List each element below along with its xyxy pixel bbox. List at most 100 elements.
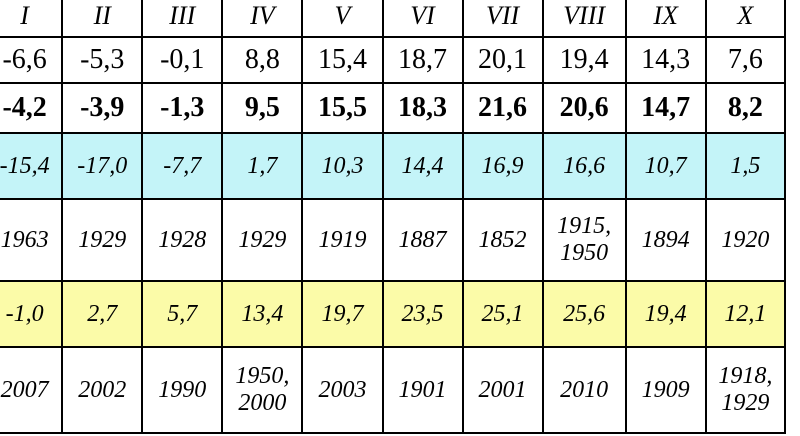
table-cell: -3,9 bbox=[61, 82, 144, 134]
cell-line: 2001 bbox=[478, 376, 527, 403]
table-cell: 2002 bbox=[61, 346, 144, 434]
cell-line: 2007 bbox=[0, 376, 49, 403]
table-cell: 12,1 bbox=[704, 280, 787, 348]
table-cell: 14,7 bbox=[624, 82, 707, 134]
absolute-max-year-row: 2007 2002 1990 1950, 2000 2003 1901 2001 2010 190… bbox=[0, 346, 787, 434]
table-cell: 1852 bbox=[461, 198, 544, 282]
month-header-cell: VII bbox=[461, 0, 544, 38]
table-cell: -17,0 bbox=[61, 132, 144, 200]
table-cell: 8,2 bbox=[704, 82, 787, 134]
table-cell: 1918, 1929 bbox=[704, 346, 787, 434]
month-header-cell: V bbox=[301, 0, 384, 38]
cell-line: 1915, bbox=[557, 213, 612, 239]
absolute-min-row: -15,4 -17,0 -7,7 1,7 10,3 14,4 16,9 16,6 10,7 1,5 bbox=[0, 132, 787, 200]
cell-line: 1852 bbox=[478, 226, 527, 253]
cell-line: 1919 bbox=[318, 226, 367, 253]
table-cell: -0,1 bbox=[141, 36, 224, 84]
table-cell: 2010 bbox=[541, 346, 627, 434]
cell-line: 1901 bbox=[398, 376, 447, 403]
table-cell: 2,7 bbox=[61, 280, 144, 348]
table-cell: 1920 bbox=[704, 198, 787, 282]
table-cell: 16,9 bbox=[461, 132, 544, 200]
table-cell: -1,0 bbox=[0, 280, 64, 348]
cell-line: 1920 bbox=[721, 226, 770, 253]
month-header-cell: I bbox=[0, 0, 64, 38]
table-cell: 7,6 bbox=[704, 36, 787, 84]
table-cell: 14,4 bbox=[381, 132, 464, 200]
cell-line: 1950, bbox=[235, 363, 290, 389]
cell-line: 1963 bbox=[0, 226, 49, 253]
cell-line: 2003 bbox=[318, 376, 367, 403]
month-header-cell: IV bbox=[221, 0, 304, 38]
table-cell: 1950, 2000 bbox=[221, 346, 304, 434]
table-cell: 13,4 bbox=[221, 280, 304, 348]
table-cell: -7,7 bbox=[141, 132, 224, 200]
table-cell: 10,3 bbox=[301, 132, 384, 200]
cell-line: 1990 bbox=[158, 376, 207, 403]
month-header-cell: X bbox=[704, 0, 787, 38]
table-cell: 20,1 bbox=[461, 36, 544, 84]
cell-line: 2002 bbox=[78, 376, 127, 403]
table-cell: 19,4 bbox=[624, 280, 707, 348]
cell-line: 1929 bbox=[721, 390, 770, 416]
table-cell: 1929 bbox=[221, 198, 304, 282]
table-cell: 10,7 bbox=[624, 132, 707, 200]
table-cell: 15,4 bbox=[301, 36, 384, 84]
month-header-cell: III bbox=[141, 0, 224, 38]
cell-line: 1950 bbox=[560, 240, 609, 266]
table-cell: 1,5 bbox=[704, 132, 787, 200]
table-cell: 19,4 bbox=[541, 36, 627, 84]
table-cell: 14,3 bbox=[624, 36, 707, 84]
table-cell: 9,5 bbox=[221, 82, 304, 134]
cell-line: 1894 bbox=[641, 226, 690, 253]
table-cell: 23,5 bbox=[381, 280, 464, 348]
table-cell: 25,1 bbox=[461, 280, 544, 348]
table-cell: 1919 bbox=[301, 198, 384, 282]
table-cell: 2003 bbox=[301, 346, 384, 434]
table-cell: 1,7 bbox=[221, 132, 304, 200]
table-cell: -15,4 bbox=[0, 132, 64, 200]
month-header-row: I II III IV V VI VII VIII IX X bbox=[0, 0, 787, 38]
table-cell: 1928 bbox=[141, 198, 224, 282]
table-cell: 16,6 bbox=[541, 132, 627, 200]
cell-line: 1928 bbox=[158, 226, 207, 253]
absolute-max-row: -1,0 2,7 5,7 13,4 19,7 23,5 25,1 25,6 19,4 12,1 bbox=[0, 280, 787, 348]
table-cell: 19,7 bbox=[301, 280, 384, 348]
month-header-cell: II bbox=[61, 0, 144, 38]
table-cell: 25,6 bbox=[541, 280, 627, 348]
table-cell: 2001 bbox=[461, 346, 544, 434]
table-cell: 1963 bbox=[0, 198, 64, 282]
table-cell: 1929 bbox=[61, 198, 144, 282]
cell-line: 1909 bbox=[641, 376, 690, 403]
absolute-min-year-row: 1963 1929 1928 1929 1919 1887 1852 1915, 1950 189… bbox=[0, 198, 787, 282]
table-cell: 5,7 bbox=[141, 280, 224, 348]
table-cell: 18,3 bbox=[381, 82, 464, 134]
table-cell: 8,8 bbox=[221, 36, 304, 84]
table-cell: 20,6 bbox=[541, 82, 627, 134]
month-header-cell: VI bbox=[381, 0, 464, 38]
table-cell: 1901 bbox=[381, 346, 464, 434]
month-header-cell: IX bbox=[624, 0, 707, 38]
table-cell: 1915, 1950 bbox=[541, 198, 627, 282]
cell-line: 2010 bbox=[560, 376, 609, 403]
table-cell: 18,7 bbox=[381, 36, 464, 84]
mean-long-term-row: -6,6 -5,3 -0,1 8,8 15,4 18,7 20,1 19,4 14,3 7,6 bbox=[0, 36, 787, 84]
table-cell: -6,6 bbox=[0, 36, 64, 84]
cell-line: 1887 bbox=[398, 226, 447, 253]
temperature-table: I II III IV V VI VII VIII IX X -6,6 -5,3 -0,1 8,8 15,… bbox=[0, 0, 787, 434]
month-header-cell: VIII bbox=[541, 0, 627, 38]
table-cell: 15,5 bbox=[301, 82, 384, 134]
table-cell: 1894 bbox=[624, 198, 707, 282]
cell-line: 2000 bbox=[238, 390, 287, 416]
table-cell: 21,6 bbox=[461, 82, 544, 134]
table-cell: -1,3 bbox=[141, 82, 224, 134]
table-cell: -4,2 bbox=[0, 82, 64, 134]
table-cell: -5,3 bbox=[61, 36, 144, 84]
table-cell: 1990 bbox=[141, 346, 224, 434]
cell-line: 1929 bbox=[238, 226, 287, 253]
cell-line: 1929 bbox=[78, 226, 127, 253]
table-cell: 1909 bbox=[624, 346, 707, 434]
table-cell: 2007 bbox=[0, 346, 64, 434]
cell-line: 1918, bbox=[718, 363, 773, 389]
